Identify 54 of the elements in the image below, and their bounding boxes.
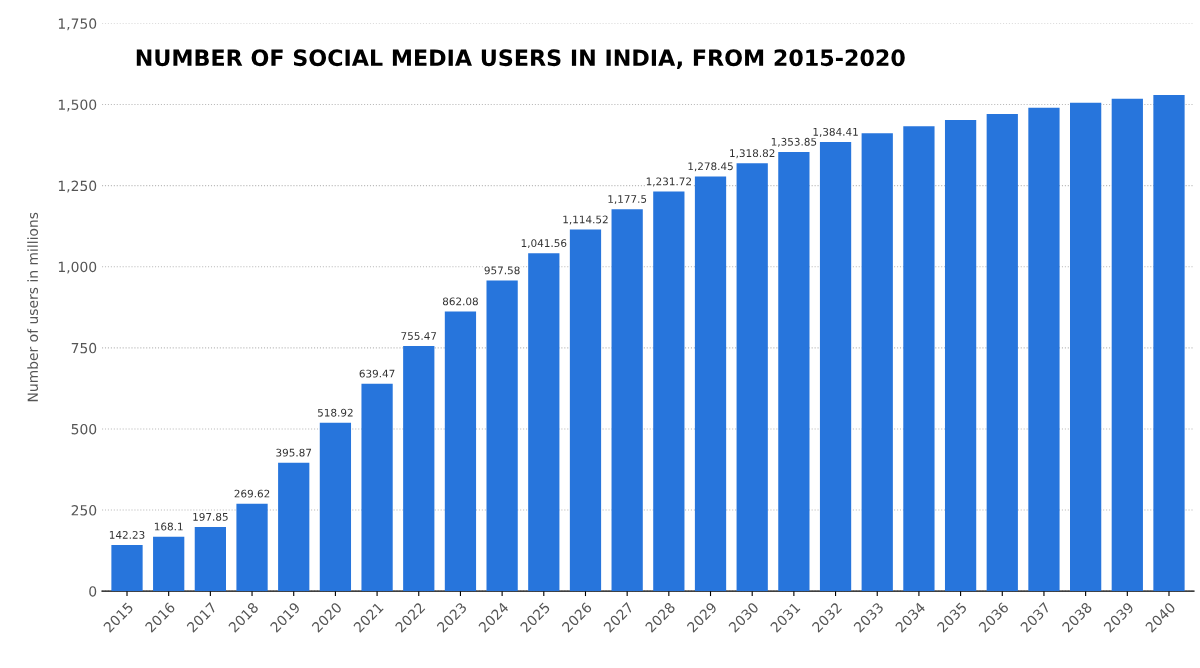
data-label: 1,318.82 (730, 149, 775, 159)
data-label: 862.08 (442, 297, 478, 306)
bar (444, 311, 477, 592)
y-tick-label: 1,750 (58, 18, 97, 31)
data-label: 1,384.41 (813, 127, 858, 137)
bar (1153, 95, 1185, 592)
bar (153, 536, 185, 592)
bar (278, 462, 310, 592)
bar (361, 383, 393, 592)
y-tick-label: 0 (89, 586, 97, 597)
data-label: 1,231.72 (646, 177, 691, 187)
bar (986, 113, 1018, 592)
bar (1111, 98, 1143, 592)
data-label: 1,177.5 (608, 195, 647, 205)
data-label: 518.92 (317, 408, 353, 417)
text: NUMBER OF SOCIAL MEDIA USERS IN INDIA, FROM 2015-2020 (136, 49, 905, 69)
bar (236, 503, 268, 592)
data-label: 168.1 (154, 522, 183, 531)
bar (1028, 107, 1060, 592)
y-axis-title: Number of users in millions (27, 212, 39, 402)
bar (1070, 102, 1102, 592)
data-label: 1,041.56 (521, 239, 567, 249)
bar (528, 253, 560, 592)
y-tick-label: 1,250 (58, 180, 97, 193)
bar (861, 133, 893, 592)
data-label: 142.23 (109, 530, 145, 539)
bar (611, 209, 643, 592)
bar (736, 163, 768, 592)
bar (319, 422, 352, 592)
bar (569, 229, 602, 592)
data-label: 269.62 (234, 489, 270, 498)
bar (944, 120, 977, 592)
data-label: 1,114.52 (563, 215, 608, 225)
y-tick-label: 500 (71, 423, 97, 435)
bar (486, 280, 518, 592)
bar (111, 545, 143, 592)
bar (819, 142, 852, 592)
data-label: 755.47 (401, 332, 437, 340)
data-label: 1,278.45 (688, 162, 733, 172)
data-label: 639.47 (359, 369, 395, 378)
bar (694, 176, 727, 592)
bar (778, 151, 810, 592)
data-label: 957.58 (484, 266, 520, 275)
y-tick-label: 1,500 (58, 99, 97, 112)
bar (903, 126, 935, 592)
bar (653, 191, 685, 592)
data-label: 1,353.85 (771, 137, 817, 147)
data-label: 395.87 (276, 448, 312, 457)
data-label: 197.85 (193, 512, 228, 521)
y-tick-label: 250 (71, 505, 97, 516)
bar (194, 526, 226, 592)
y-tick-label: 750 (71, 342, 97, 354)
y-tick-label: 1,000 (58, 261, 97, 274)
bar (403, 346, 435, 592)
